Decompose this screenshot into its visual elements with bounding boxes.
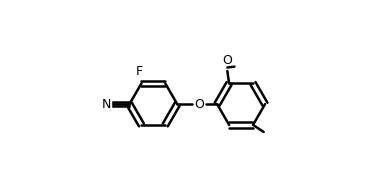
Text: F: F <box>136 65 143 78</box>
Text: N: N <box>102 98 112 111</box>
Text: O: O <box>195 98 204 111</box>
Text: O: O <box>222 54 232 67</box>
